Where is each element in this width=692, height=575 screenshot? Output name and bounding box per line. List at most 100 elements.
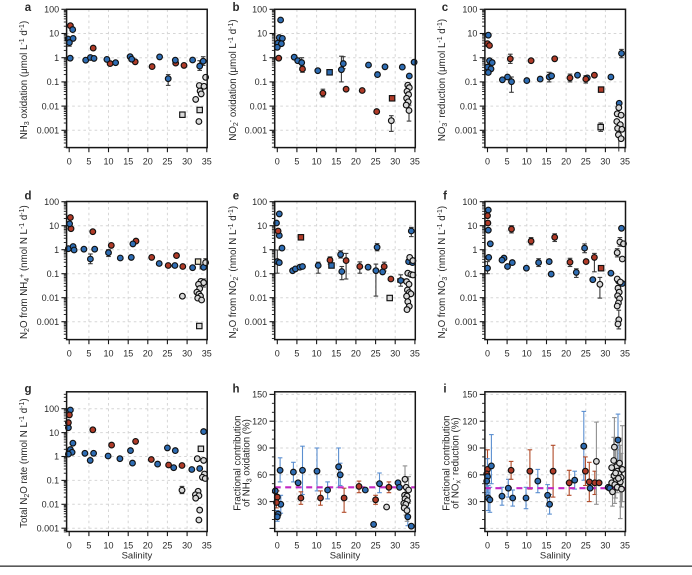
svg-text:5: 5	[86, 349, 91, 359]
svg-text:25: 25	[581, 157, 591, 167]
svg-text:of NH3 oxidation (%): of NH3 oxidation (%)	[242, 419, 254, 507]
svg-text:1: 1	[472, 53, 477, 63]
svg-text:0.1: 0.1	[465, 77, 478, 87]
svg-text:N2O from NO2- (nmol N L-1 d-1): N2O from NO2- (nmol N L-1 d-1)	[228, 206, 240, 338]
svg-text:of NOx- reduction (%): of NOx- reduction (%)	[450, 417, 462, 508]
svg-text:20: 20	[143, 541, 153, 551]
svg-text:0.1: 0.1	[47, 77, 60, 87]
svg-text:10: 10	[49, 221, 59, 231]
svg-text:10: 10	[312, 157, 322, 167]
svg-text:35: 35	[202, 349, 212, 359]
svg-text:25: 25	[581, 349, 591, 359]
svg-text:120: 120	[462, 416, 477, 426]
svg-text:10: 10	[257, 29, 267, 39]
svg-text:0.001: 0.001	[37, 317, 60, 327]
svg-text:Fractional contribution: Fractional contribution	[233, 415, 244, 510]
svg-text:15: 15	[541, 157, 551, 167]
svg-text:150: 150	[462, 390, 477, 400]
svg-text:15: 15	[541, 541, 551, 551]
svg-text:30: 30	[182, 157, 192, 167]
svg-text:20: 20	[351, 157, 361, 167]
svg-text:25: 25	[162, 541, 172, 551]
svg-text:5: 5	[505, 541, 510, 551]
svg-text:5: 5	[86, 541, 91, 551]
svg-text:35: 35	[410, 541, 420, 551]
svg-text:0: 0	[275, 349, 280, 359]
svg-text:10: 10	[522, 541, 532, 551]
svg-text:30: 30	[600, 157, 610, 167]
svg-text:NO2- oxidation (μmol L-1 d-1): NO2- oxidation (μmol L-1 d-1)	[228, 19, 240, 140]
svg-text:0: 0	[485, 541, 490, 551]
svg-text:5: 5	[86, 157, 91, 167]
svg-text:30: 30	[182, 349, 192, 359]
svg-text:20: 20	[143, 157, 153, 167]
svg-text:Salinity: Salinity	[330, 551, 361, 562]
svg-text:15: 15	[331, 349, 341, 359]
svg-text:25: 25	[162, 349, 172, 359]
svg-text:d: d	[24, 191, 31, 203]
svg-text:100: 100	[252, 5, 267, 15]
svg-text:30: 30	[390, 541, 400, 551]
svg-text:f: f	[443, 191, 447, 203]
svg-text:20: 20	[351, 349, 361, 359]
svg-text:100: 100	[252, 197, 267, 207]
svg-text:0.001: 0.001	[245, 126, 268, 136]
svg-text:0.001: 0.001	[37, 523, 60, 533]
svg-text:35: 35	[620, 349, 630, 359]
svg-text:35: 35	[410, 157, 420, 167]
svg-text:0.01: 0.01	[42, 293, 60, 303]
svg-text:25: 25	[371, 157, 381, 167]
svg-text:25: 25	[371, 541, 381, 551]
svg-text:0.01: 0.01	[460, 101, 478, 111]
svg-text:0: 0	[67, 157, 72, 167]
svg-text:25: 25	[162, 157, 172, 167]
svg-text:90: 90	[257, 443, 267, 453]
svg-text:0: 0	[67, 349, 72, 359]
svg-text:10: 10	[103, 349, 113, 359]
svg-text:100: 100	[44, 404, 59, 414]
svg-text:10: 10	[103, 541, 113, 551]
svg-text:35: 35	[202, 157, 212, 167]
svg-text:Total N2O rate (nmol N L-1 d-1: Total N2O rate (nmol N L-1 d-1)	[19, 398, 31, 527]
svg-text:5: 5	[505, 157, 510, 167]
svg-text:1: 1	[262, 53, 267, 63]
svg-text:20: 20	[351, 541, 361, 551]
svg-text:0.01: 0.01	[250, 293, 268, 303]
svg-text:0.01: 0.01	[460, 293, 478, 303]
svg-text:20: 20	[561, 157, 571, 167]
svg-text:60: 60	[467, 470, 477, 480]
svg-text:15: 15	[123, 349, 133, 359]
svg-text:g: g	[24, 384, 31, 396]
svg-text:5: 5	[294, 541, 299, 551]
svg-text:NH3 oxidation (μmol L-1 d-1): NH3 oxidation (μmol L-1 d-1)	[19, 21, 31, 139]
svg-text:h: h	[232, 384, 239, 396]
svg-text:1: 1	[54, 53, 59, 63]
svg-text:0.1: 0.1	[47, 269, 60, 279]
svg-text:10: 10	[312, 541, 322, 551]
svg-text:15: 15	[123, 541, 133, 551]
svg-text:i: i	[443, 384, 446, 396]
svg-text:1: 1	[54, 245, 59, 255]
svg-text:35: 35	[620, 157, 630, 167]
svg-text:20: 20	[561, 541, 571, 551]
svg-text:10: 10	[312, 349, 322, 359]
svg-text:0.01: 0.01	[250, 101, 268, 111]
svg-text:120: 120	[252, 416, 267, 426]
svg-text:100: 100	[44, 5, 59, 15]
svg-text:150: 150	[252, 390, 267, 400]
svg-text:25: 25	[371, 349, 381, 359]
svg-text:1: 1	[262, 245, 267, 255]
svg-text:15: 15	[331, 541, 341, 551]
svg-text:30: 30	[467, 497, 477, 507]
svg-text:5: 5	[505, 349, 510, 359]
svg-text:10: 10	[522, 157, 532, 167]
svg-text:0.1: 0.1	[255, 269, 268, 279]
svg-text:15: 15	[331, 157, 341, 167]
svg-text:30: 30	[182, 541, 192, 551]
svg-text:1: 1	[472, 245, 477, 255]
svg-text:35: 35	[410, 349, 420, 359]
svg-text:5: 5	[294, 157, 299, 167]
svg-text:100: 100	[462, 197, 477, 207]
svg-text:10: 10	[257, 221, 267, 231]
svg-text:Salinity: Salinity	[540, 551, 571, 562]
